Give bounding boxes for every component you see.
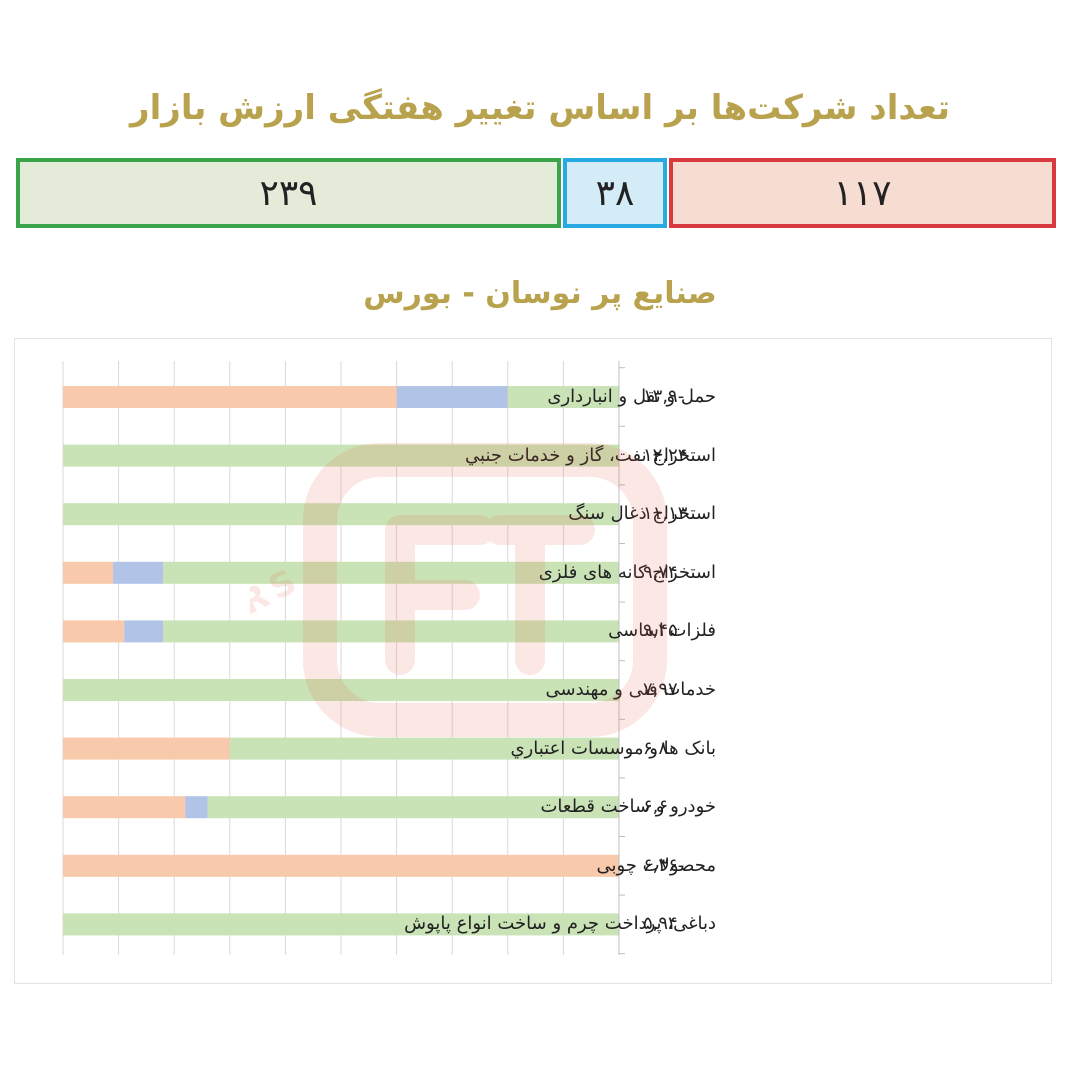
category-label: استخراج کانه های فلزی (538, 561, 716, 583)
category-label: خودرو و ساخت قطعات (540, 796, 716, 818)
category-label: بانک ها و موسسات اعتباري (510, 737, 716, 759)
bar-segment-negative (63, 386, 397, 408)
bar-segment-positive (229, 737, 620, 760)
category-label: خدمات فنی و مهندسی (545, 679, 716, 700)
value-label: ۵,۹۴ (643, 913, 678, 935)
bar-segment-negative (63, 561, 114, 584)
bar-segment-negative (63, 796, 186, 819)
bar-segment-neutral (124, 620, 164, 643)
category-label: حمل و نقل و انبارداری (547, 386, 716, 407)
bar-segment-positive (63, 913, 619, 936)
chart-title: صنایع پر نوسان - بورس (363, 276, 717, 311)
bar-segment-positive (163, 620, 619, 643)
bar-segment-positive (63, 503, 619, 526)
positive-count: ۲۳۹ (259, 172, 318, 214)
value-label: ۷,۹۷ (643, 679, 678, 700)
value-label: ۶,۸ (643, 737, 669, 759)
negative-count: ۱۱۷ (833, 172, 892, 214)
bar-segment-neutral (113, 561, 164, 584)
value-label: ۶,۳۶- (643, 854, 685, 876)
bar-segment-positive (163, 561, 619, 584)
category-label: استخراج ذغال سنگ (568, 503, 716, 525)
bar-chart (62, 361, 625, 955)
bar-segment-positive (507, 386, 619, 408)
bar-segment-positive (63, 444, 619, 467)
category-label: استخراج نفت، گاز و خدمات جنبي (465, 444, 716, 466)
bar-segment-positive (207, 796, 619, 819)
value-label: ۹,۷۴ (643, 561, 678, 583)
page-title: تعداد شرکت‌ها بر اساس تغییر هفتگی ارزش ب… (130, 88, 950, 128)
chart-frame: ۱۳,۹- حمل و نقل و انبارداری ۱۲,۲۴ استخراج ن… (14, 338, 1052, 984)
bar-segment-neutral (185, 796, 208, 819)
negative-count-box: ۱۱۷ (669, 158, 1056, 228)
neutral-count: ۳۸ (595, 172, 635, 214)
value-label: ۱۳,۹- (643, 386, 685, 407)
bar-segment-neutral (396, 386, 508, 408)
neutral-count-box: ۳۸ (563, 158, 667, 228)
value-label: ۱۱,۱۳ (643, 503, 688, 525)
bar-segment-negative (63, 854, 619, 877)
bar-segment-positive (63, 679, 619, 701)
value-label: ۱۲,۲۴ (643, 444, 688, 466)
value-label: ۹,۴۵ (643, 620, 678, 642)
category-label: محصولات چوبی (596, 854, 716, 876)
category-label: دباغی، پرداخت چرم و ساخت انواع پاپوش (404, 913, 716, 935)
value-label: ۶,۶ (643, 796, 669, 818)
positive-count-box: ۲۳۹ (16, 158, 561, 228)
bar-segment-negative (63, 737, 230, 760)
category-label: فلزات اساسی (608, 620, 716, 642)
bar-segment-negative (63, 620, 125, 643)
